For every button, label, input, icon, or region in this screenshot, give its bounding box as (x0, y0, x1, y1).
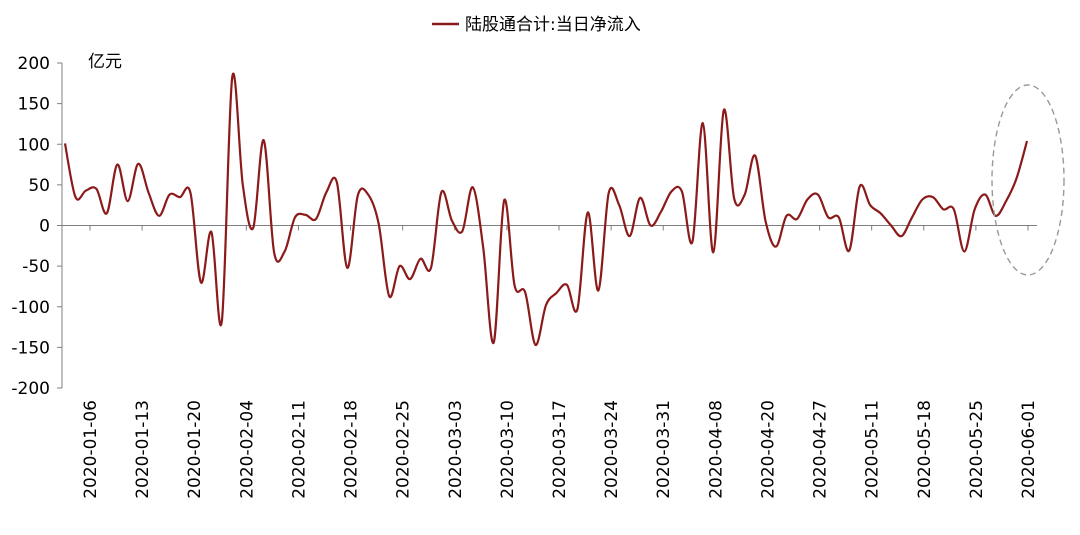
y-tick-label: -150 (11, 338, 50, 358)
y-tick-label: 150 (18, 95, 50, 115)
series-line (63, 72, 1029, 347)
x-tick-label: 2020-03-17 (550, 400, 570, 499)
x-tick-label: 2020-04-08 (706, 400, 726, 499)
y-tick-label: 0 (39, 217, 50, 237)
x-tick-label: 2020-03-03 (446, 400, 466, 499)
x-tick-label: 2020-02-11 (289, 400, 309, 499)
y-tick-label: 100 (18, 135, 50, 155)
y-axis-unit-label: 亿元 (88, 52, 122, 72)
x-tick-label: 2020-01-13 (133, 400, 153, 499)
y-tick-label: -50 (22, 257, 50, 277)
x-tick-label: 2020-03-31 (654, 400, 674, 499)
legend: 陆股通合计:当日净流入 (432, 15, 641, 35)
x-tick-label: 2020-02-04 (237, 400, 257, 499)
legend-label: 陆股通合计:当日净流入 (465, 15, 641, 35)
x-tick-label: 2020-05-25 (967, 400, 987, 499)
x-tick-label: 2020-02-25 (394, 400, 414, 499)
y-tick-label: 200 (18, 54, 50, 74)
y-tick-label: 50 (28, 176, 50, 196)
x-tick-label: 2020-03-24 (602, 400, 622, 499)
x-tick-label: 2020-01-06 (81, 400, 101, 499)
y-tick-label: -200 (11, 379, 50, 399)
x-tick-label: 2020-06-01 (1019, 400, 1039, 499)
y-tick-label: -100 (11, 298, 50, 318)
x-tick-label: 2020-04-27 (811, 400, 831, 499)
x-tick-label: 2020-05-11 (863, 400, 883, 499)
series-layer (63, 72, 1029, 347)
x-tick-label: 2020-01-20 (185, 400, 205, 499)
highlight-ellipse (991, 84, 1065, 276)
x-tick-label: 2020-03-10 (498, 400, 518, 499)
x-axis-ticks: 2020-01-06 2020-01-13 2020-01-20 2020-02-04… (81, 225, 1039, 499)
x-tick-label: 2020-04-20 (758, 400, 778, 499)
x-tick-label: 2020-02-18 (342, 400, 362, 499)
y-axis-ticks: 200 150 100 50 0 -50 -100 -150 -200 (11, 54, 62, 399)
x-tick-label: 2020-05-18 (915, 400, 935, 499)
